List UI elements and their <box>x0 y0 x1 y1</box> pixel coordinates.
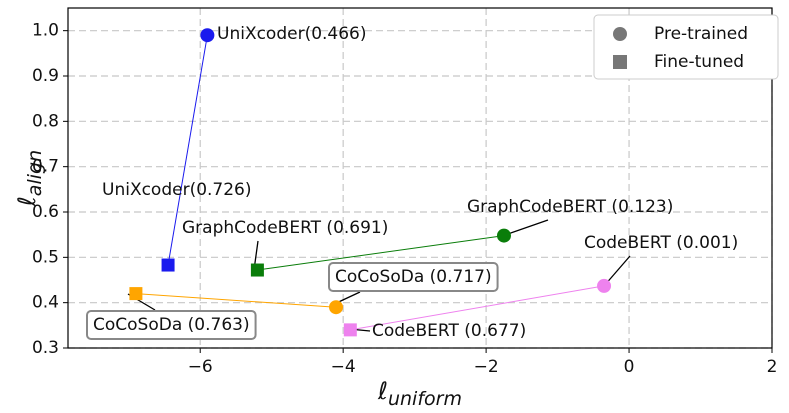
x-tick-label: 0 <box>624 357 635 377</box>
annotation-label: GraphCodeBERT (0.123) <box>467 197 673 217</box>
annotation-label: CodeBERT (0.677) <box>372 321 526 341</box>
finetuned-point <box>161 258 175 272</box>
x-tick-label: −6 <box>188 357 213 377</box>
legend-label: Pre-trained <box>654 24 748 44</box>
x-tick-label: −4 <box>331 357 356 377</box>
pretrained-point <box>200 28 215 43</box>
pretrained-point <box>329 300 344 315</box>
legend-label: Fine-tuned <box>654 52 744 72</box>
y-tick-label: 0.3 <box>32 338 59 358</box>
x-label-symbol: ℓ <box>377 377 388 405</box>
annotation-label: CodeBERT (0.001) <box>584 233 738 253</box>
x-tick-label: −2 <box>474 357 499 377</box>
y-tick-label: 0.4 <box>32 293 59 313</box>
annotation-label: CoCoSoDa (0.763) <box>93 315 250 335</box>
y-axis-label: ℓalign <box>13 150 46 207</box>
plot-frame <box>67 7 773 349</box>
pretrained-point <box>597 278 612 293</box>
y-tick-label: 0.6 <box>32 202 59 222</box>
connector <box>135 293 337 308</box>
legend-marker <box>613 55 627 69</box>
connector <box>167 35 208 266</box>
annotation-box <box>328 262 499 292</box>
y-tick-label: 1.0 <box>32 21 59 41</box>
annotation-label: CoCoSoDa (0.717) <box>335 267 492 287</box>
annotation-label: UniXcoder(0.466) <box>217 24 367 44</box>
legend-box <box>593 14 779 80</box>
x-axis-label: ℓuniform <box>377 377 462 410</box>
x-tick-label: 2 <box>767 357 778 377</box>
connector <box>257 235 505 271</box>
annotation-box <box>86 310 257 340</box>
y-label-symbol: ℓ <box>13 196 41 207</box>
y-tick-label: 0.5 <box>32 247 59 267</box>
finetuned-point <box>129 287 143 301</box>
connector <box>350 285 605 331</box>
y-tick-label: 0.9 <box>32 66 59 86</box>
annotation-label: UniXcoder(0.726) <box>102 180 252 200</box>
finetuned-point <box>343 323 357 337</box>
legend-marker <box>613 27 627 41</box>
finetuned-point <box>250 263 264 277</box>
x-label-sub: uniform <box>388 388 462 410</box>
y-tick-label: 0.7 <box>32 157 59 177</box>
annotation-label: GraphCodeBERT (0.691) <box>182 218 388 238</box>
pretrained-point <box>496 228 511 243</box>
y-label-sub: align <box>24 150 46 196</box>
y-tick-label: 0.8 <box>32 111 59 131</box>
